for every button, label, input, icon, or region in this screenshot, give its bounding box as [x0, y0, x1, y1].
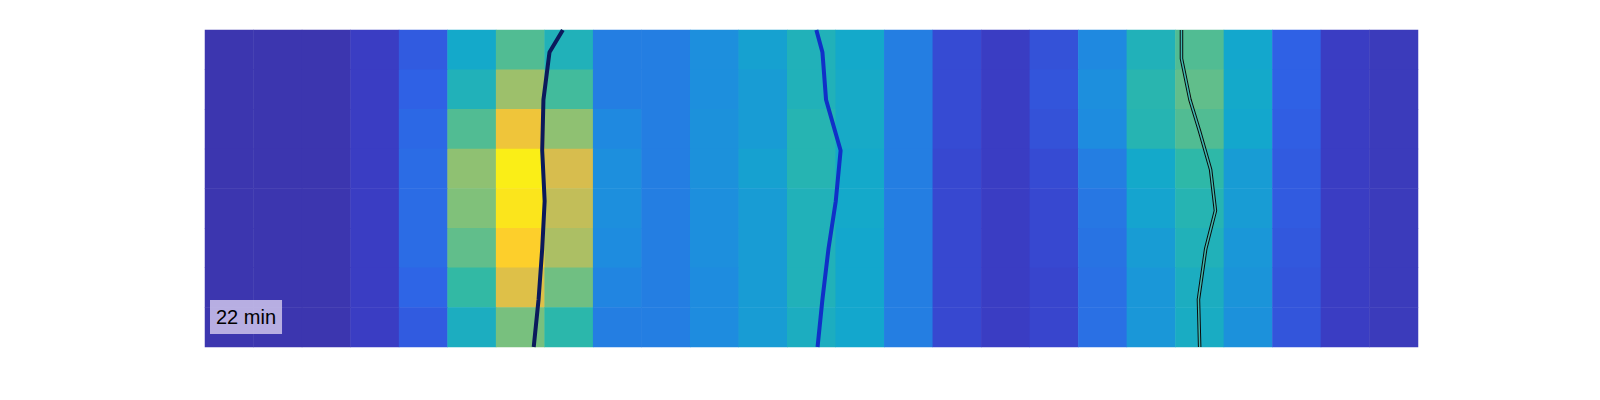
- svg-text:22 min: 22 min: [216, 306, 276, 328]
